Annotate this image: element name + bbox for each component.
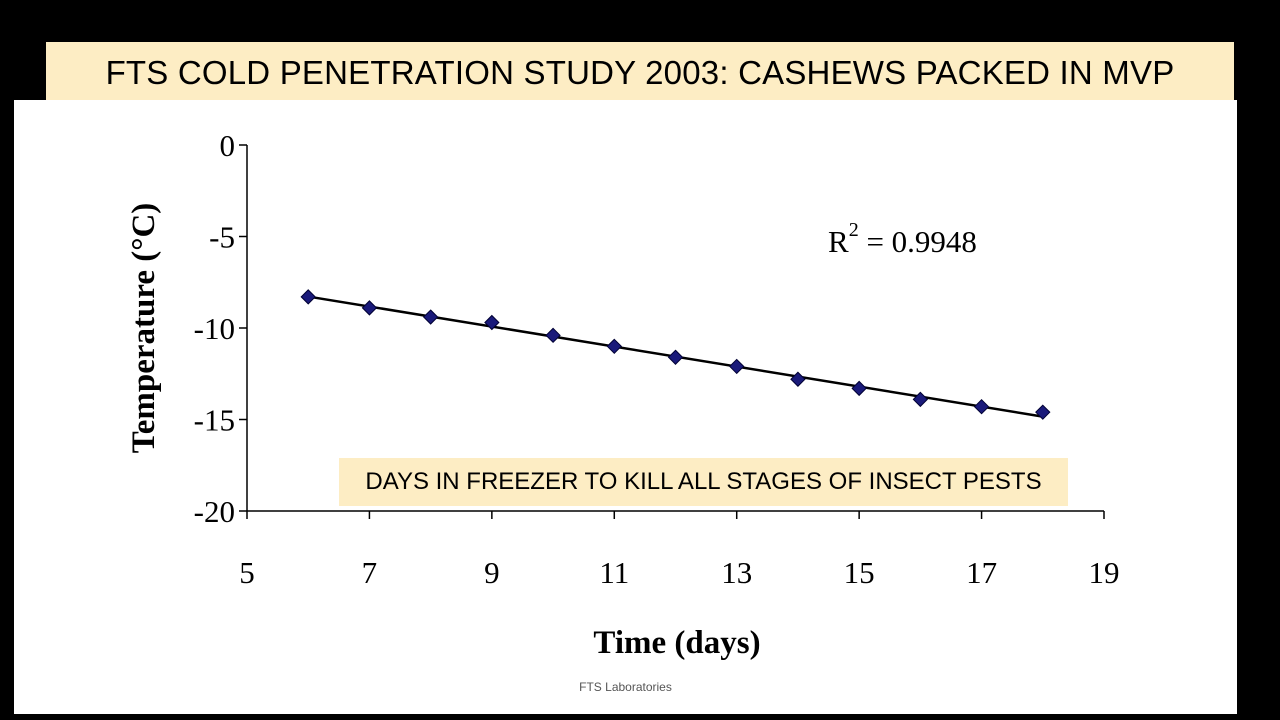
x-tick-label: 17 xyxy=(966,555,997,590)
data-point xyxy=(422,309,439,325)
data-point xyxy=(667,349,684,365)
data-point xyxy=(361,300,378,316)
y-tick-label: -10 xyxy=(194,311,235,346)
x-tick-label: 15 xyxy=(844,555,875,590)
x-tick-label: 7 xyxy=(362,555,378,590)
y-tick-label: 0 xyxy=(220,128,236,163)
data-point xyxy=(790,371,806,387)
x-tick-label: 11 xyxy=(599,555,629,590)
data-point xyxy=(545,327,561,344)
data-point xyxy=(729,358,745,375)
data-point xyxy=(484,314,500,331)
title-bar: FTS COLD PENETRATION STUDY 2003: CASHEWS… xyxy=(46,42,1234,104)
chart-panel: 5 7 9 11 13 15 17 19 0 -5 -10 -15 -20 R2 = 0.9948 T… xyxy=(14,100,1237,714)
data-point xyxy=(606,338,622,355)
callout-text: DAYS IN FREEZER TO KILL ALL STAGES OF IN… xyxy=(365,468,1042,495)
y-tick-label: -15 xyxy=(194,403,235,438)
data-point xyxy=(1035,404,1051,420)
data-point xyxy=(912,391,929,408)
x-axis-ticks: 5 7 9 11 13 15 17 19 xyxy=(239,511,1120,590)
r-squared-r: R xyxy=(828,224,849,259)
r-squared-value: = 0.9948 xyxy=(859,224,977,259)
chart-svg: 5 7 9 11 13 15 17 19 0 -5 -10 -15 -20 R2 = 0.9948 T… xyxy=(126,128,1120,661)
callout-box: DAYS IN FREEZER TO KILL ALL STAGES OF IN… xyxy=(339,458,1068,506)
y-tick-label: -5 xyxy=(209,220,235,255)
data-point xyxy=(851,380,867,397)
x-axis-title: Time (days) xyxy=(593,625,760,661)
y-axis-title: Temperature (°C) xyxy=(126,203,162,454)
x-tick-label: 19 xyxy=(1089,555,1120,590)
y-axis-ticks: 0 -5 -10 -15 -20 xyxy=(194,128,247,529)
x-tick-label: 5 xyxy=(239,555,255,590)
x-tick-label: 9 xyxy=(484,555,500,590)
axes xyxy=(246,145,1104,512)
footer-credit: FTS Laboratories xyxy=(579,680,672,694)
x-tick-label: 13 xyxy=(721,555,752,590)
r-squared-sup: 2 xyxy=(849,219,859,241)
data-point xyxy=(300,289,316,305)
r-squared-label: R2 = 0.9948 xyxy=(828,219,977,259)
data-point xyxy=(973,398,990,415)
chart-title: FTS COLD PENETRATION STUDY 2003: CASHEWS… xyxy=(105,54,1175,91)
data-points xyxy=(300,289,1051,420)
y-tick-label: -20 xyxy=(194,494,235,529)
